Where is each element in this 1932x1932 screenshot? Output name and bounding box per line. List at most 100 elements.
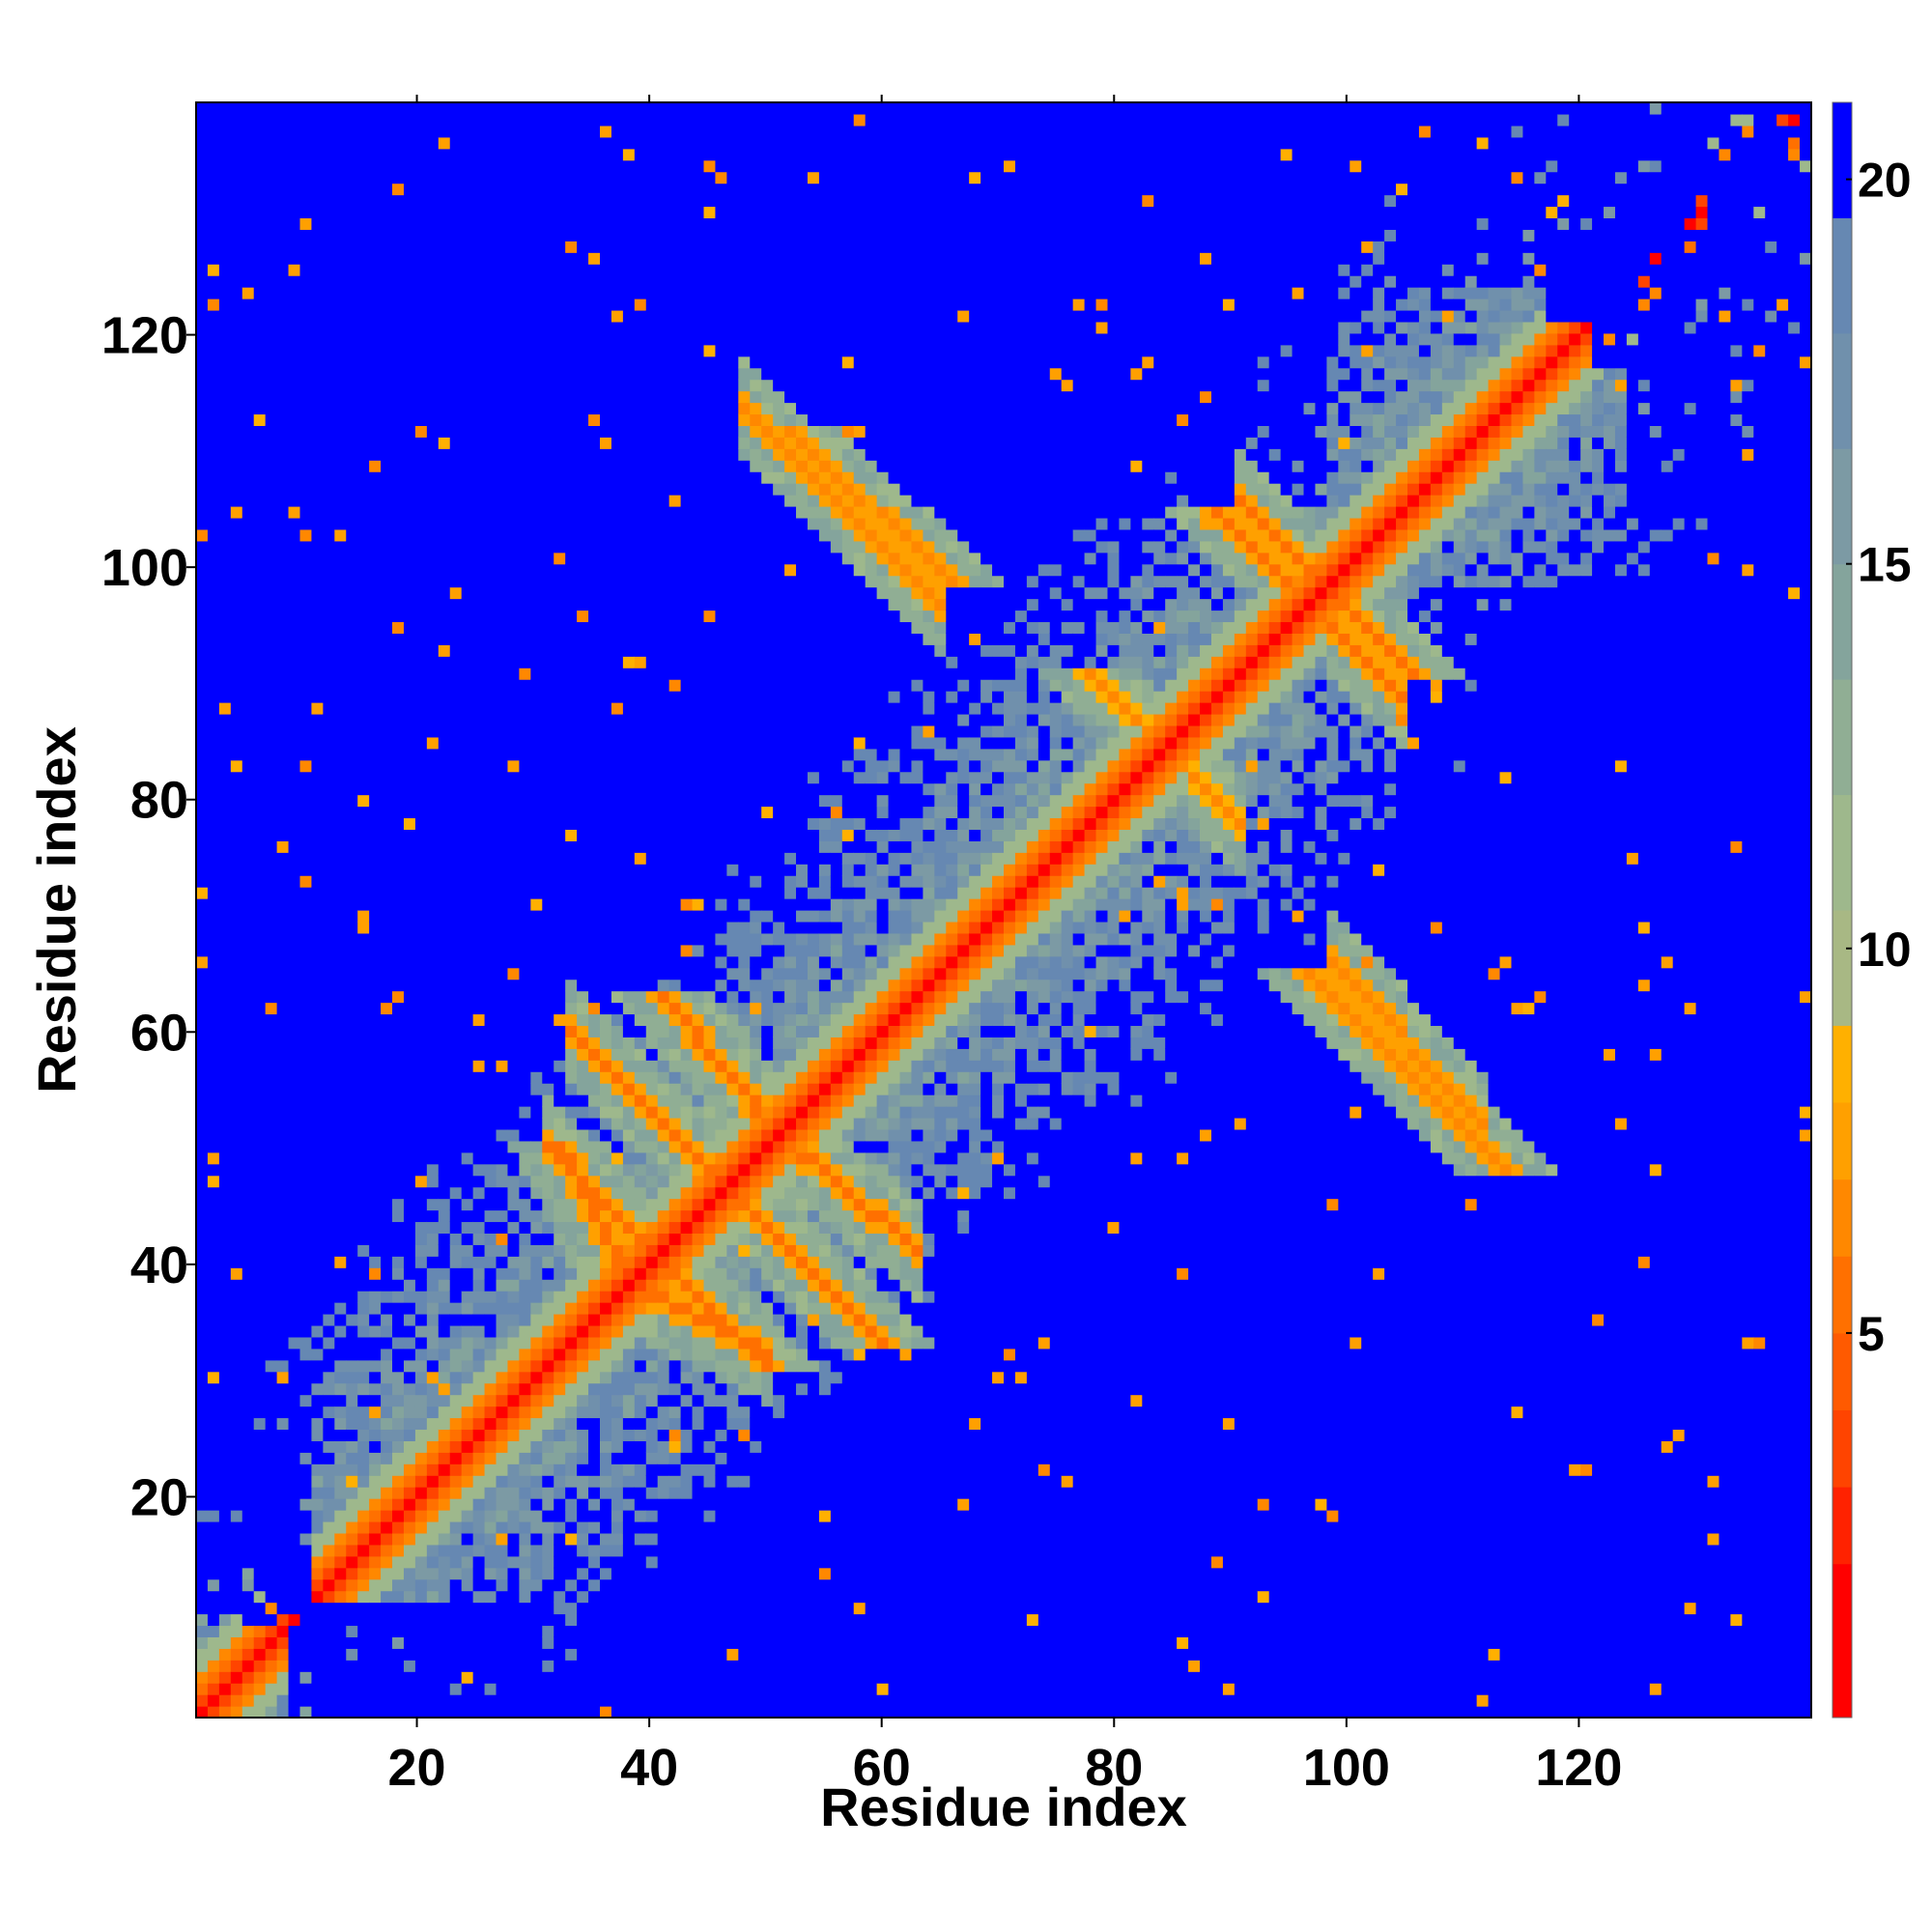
heatmap-cell — [311, 413, 324, 426]
heatmap-cell — [439, 287, 451, 299]
heatmap-cell — [588, 1406, 601, 1419]
heatmap-cell — [554, 691, 566, 703]
heatmap-cell — [266, 1625, 278, 1637]
heatmap-cell — [542, 518, 554, 530]
heatmap-cell — [404, 1579, 416, 1592]
heatmap-cell — [231, 1025, 243, 1037]
heatmap-cell — [485, 1636, 497, 1649]
heatmap-cell — [266, 1267, 278, 1280]
heatmap-cell — [289, 1210, 301, 1223]
heatmap-cell — [208, 310, 220, 323]
heatmap-cell — [530, 1199, 543, 1211]
heatmap-cell — [473, 1221, 486, 1234]
heatmap-cell — [473, 1683, 486, 1695]
heatmap-cell — [462, 1706, 474, 1719]
heatmap-cell — [473, 1660, 486, 1672]
heatmap-cell — [519, 1510, 531, 1522]
heatmap-cell — [507, 564, 520, 577]
heatmap-cell — [357, 241, 370, 253]
heatmap-cell — [577, 956, 589, 969]
heatmap-cell — [266, 956, 278, 969]
heatmap-cell — [565, 864, 578, 876]
heatmap-cell — [266, 829, 278, 841]
heatmap-cell — [231, 587, 243, 600]
heatmap-cell — [346, 495, 358, 507]
heatmap-cell — [415, 772, 428, 784]
heatmap-cell — [554, 460, 566, 472]
heatmap-cell — [473, 380, 486, 392]
heatmap-cell — [208, 1025, 220, 1037]
heatmap-cell — [289, 380, 301, 392]
heatmap-cell — [404, 956, 416, 969]
heatmap-cell — [346, 1221, 358, 1234]
heatmap-cell — [507, 333, 520, 346]
heatmap-cell — [289, 1279, 301, 1292]
heatmap-cell — [427, 621, 440, 634]
heatmap-cell — [266, 1176, 278, 1188]
heatmap-cell — [530, 564, 543, 577]
heatmap-cell — [208, 956, 220, 969]
heatmap-cell — [427, 287, 440, 299]
heatmap-cell — [219, 1267, 232, 1280]
heatmap-cell — [507, 206, 520, 218]
heatmap-cell — [554, 333, 566, 346]
heatmap-cell — [530, 875, 543, 888]
heatmap-cell — [519, 126, 531, 138]
heatmap-cell — [507, 264, 520, 276]
heatmap-cell — [277, 1060, 290, 1072]
heatmap-cell — [219, 275, 232, 288]
heatmap-cell — [254, 1648, 267, 1661]
heatmap-cell — [369, 1003, 382, 1015]
heatmap-cell — [196, 287, 209, 299]
heatmap-cell — [565, 1603, 578, 1615]
heatmap-cell — [542, 241, 554, 253]
heatmap-cell — [439, 1614, 451, 1627]
heatmap-cell — [542, 933, 554, 946]
heatmap-cell — [450, 1003, 463, 1015]
heatmap-cell — [577, 518, 589, 530]
heatmap-cell — [357, 1256, 370, 1268]
heatmap-cell — [381, 875, 393, 888]
heatmap-cell — [392, 1129, 405, 1142]
heatmap-cell — [404, 968, 416, 980]
heatmap-cell — [577, 1556, 589, 1569]
heatmap-cell — [254, 1625, 267, 1637]
heatmap-cell — [231, 1267, 243, 1280]
heatmap-cell — [600, 1071, 612, 1084]
heatmap-cell — [369, 772, 382, 784]
heatmap-cell — [323, 1291, 335, 1303]
heatmap-cell — [588, 760, 601, 773]
heatmap-cell — [600, 679, 612, 692]
heatmap-cell — [507, 553, 520, 565]
heatmap-cell — [404, 1152, 416, 1165]
heatmap-cell — [219, 345, 232, 357]
heatmap-cell — [277, 518, 290, 530]
heatmap-cell — [381, 1187, 393, 1200]
heatmap-cell — [415, 1003, 428, 1015]
heatmap-cell — [254, 910, 267, 923]
heatmap-cell — [519, 160, 531, 173]
heatmap-cell — [473, 956, 486, 969]
heatmap-cell — [519, 945, 531, 957]
heatmap-cell — [554, 1591, 566, 1604]
heatmap-cell — [208, 610, 220, 622]
heatmap-cell — [404, 298, 416, 311]
heatmap-cell — [439, 679, 451, 692]
heatmap-cell — [404, 413, 416, 426]
heatmap-cell — [208, 760, 220, 773]
heatmap-cell — [588, 933, 601, 946]
heatmap-cell — [588, 172, 601, 185]
heatmap-cell — [289, 1118, 301, 1130]
heatmap-cell — [497, 114, 509, 127]
heatmap-cell — [277, 1164, 290, 1177]
heatmap-cell — [577, 425, 589, 438]
heatmap-cell — [231, 368, 243, 381]
heatmap-cell — [415, 356, 428, 369]
heatmap-cell — [577, 887, 589, 899]
heatmap-cell — [219, 576, 232, 588]
heatmap-cell — [381, 1244, 393, 1257]
heatmap-cell — [577, 298, 589, 311]
heatmap-cell — [415, 1199, 428, 1211]
heatmap-cell — [357, 380, 370, 392]
heatmap-cell — [462, 380, 474, 392]
